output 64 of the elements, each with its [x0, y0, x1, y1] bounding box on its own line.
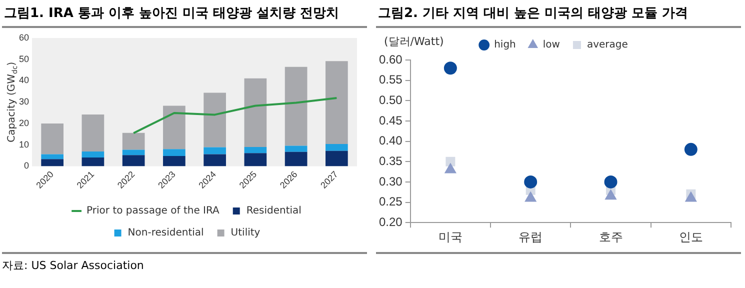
x-tick-label: 미국	[438, 230, 462, 244]
bar	[41, 123, 64, 154]
chart-title: 그림2. 기타 지역 대비 높은 미국의 태양광 모듈 가격	[376, 0, 741, 28]
legend-label: high	[494, 40, 516, 51]
y-tick-label: 0.45	[378, 113, 403, 128]
bar	[284, 66, 308, 146]
bar	[122, 150, 145, 156]
y-tick-label: 10	[18, 139, 30, 150]
x-tick-label: 유럽	[518, 230, 543, 244]
y-tick-label: 0.25	[378, 194, 403, 209]
bar	[122, 155, 145, 166]
legend-label: Prior to passage of the IRA	[86, 206, 220, 217]
bar	[326, 144, 348, 151]
y-tick-label: 30	[18, 96, 30, 107]
bar	[326, 150, 348, 166]
legend-label: Utility	[230, 228, 260, 239]
y-tick-label: 0.40	[378, 134, 403, 148]
y-tick-label: 0.60	[378, 52, 403, 66]
bar	[244, 78, 267, 147]
y-tick-label: 20	[18, 118, 30, 128]
bar	[122, 132, 145, 150]
y-tick-label: 50	[18, 54, 30, 64]
point	[685, 192, 697, 202]
bar	[244, 146, 267, 154]
y-tick-label: 0	[24, 160, 30, 171]
bar	[326, 61, 348, 144]
legend-label: Non-residential	[128, 228, 204, 239]
y-tick-label: 60	[18, 32, 30, 42]
chart-title: 그림1. IRA 통과 이후 높아진 미국 태양광 설치량 전망치	[2, 0, 367, 28]
bar	[244, 153, 267, 166]
bar	[82, 114, 104, 152]
point	[524, 192, 536, 202]
x-tick-label: 호주	[598, 230, 623, 244]
legend-label: average	[586, 40, 628, 51]
bar	[163, 156, 186, 166]
y-tick-label: 0.20	[378, 214, 403, 229]
bar	[284, 146, 308, 152]
bar	[163, 149, 186, 156]
text: 자료: US Solar Association	[2, 258, 145, 273]
y-tick-label: 0.35	[378, 154, 403, 168]
bar	[204, 154, 226, 166]
y-tick-label: 0.50	[378, 92, 403, 107]
point	[604, 175, 618, 188]
y-tick-label: 40	[18, 75, 30, 86]
bar	[41, 154, 64, 160]
bar	[284, 152, 308, 166]
point	[684, 142, 698, 156]
x-tick-label: 인도	[678, 230, 703, 244]
legend-label: Residential	[246, 206, 302, 217]
point	[446, 156, 456, 166]
legend-label: low	[542, 40, 560, 51]
bar	[82, 151, 104, 158]
point	[605, 190, 616, 200]
y-axis-title: (달러/Watt)	[384, 34, 444, 48]
bar	[163, 106, 186, 150]
point	[444, 163, 456, 174]
point	[524, 175, 538, 188]
y-tick-label: 0.55	[378, 72, 403, 87]
bar	[82, 157, 104, 166]
y-tick-label: 0.30	[378, 174, 403, 188]
bar	[41, 159, 64, 166]
bar	[204, 147, 226, 154]
point	[444, 62, 457, 75]
bar	[204, 92, 226, 148]
